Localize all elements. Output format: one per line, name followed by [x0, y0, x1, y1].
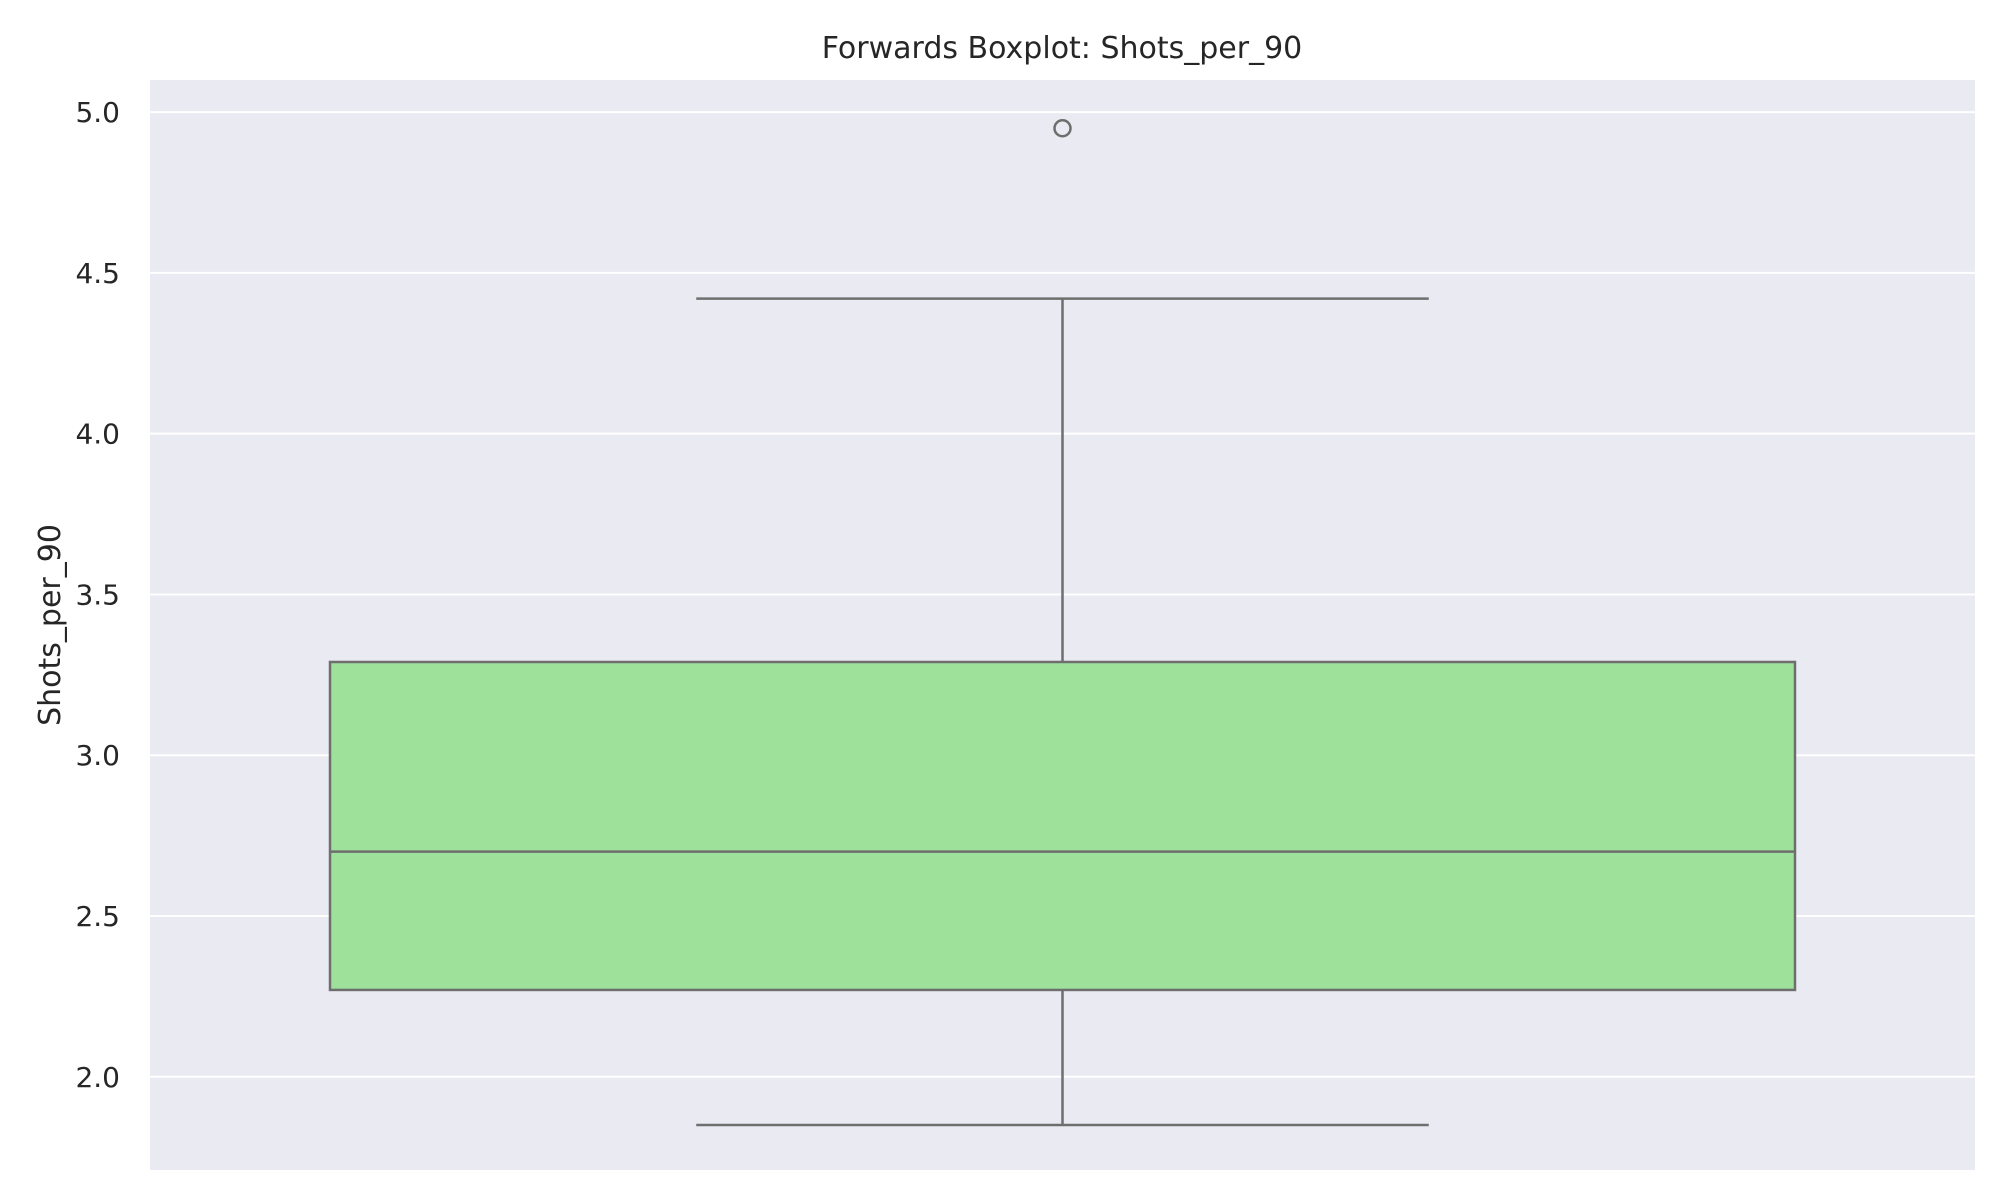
- y-tick-label: 4.0: [75, 418, 120, 451]
- box-group: [328, 118, 1797, 1127]
- y-tick-label: 2.5: [75, 900, 120, 933]
- y-tick-label: 4.5: [75, 257, 120, 290]
- y-tick-label: 3.0: [75, 739, 120, 772]
- chart-title: Forwards Boxplot: Shots_per_90: [822, 31, 1303, 66]
- y-tick-label: 2.0: [75, 1061, 120, 1094]
- y-tick-label: 3.5: [75, 578, 120, 611]
- y-axis-label: Shots_per_90: [33, 524, 68, 726]
- outlier-point: [1053, 118, 1072, 138]
- y-tick-labels: 2.0 2.5 3.0 3.5 4.0 4.5 5.0: [75, 96, 120, 1094]
- y-tick-label: 5.0: [75, 96, 120, 129]
- iqr-box: [328, 660, 1797, 992]
